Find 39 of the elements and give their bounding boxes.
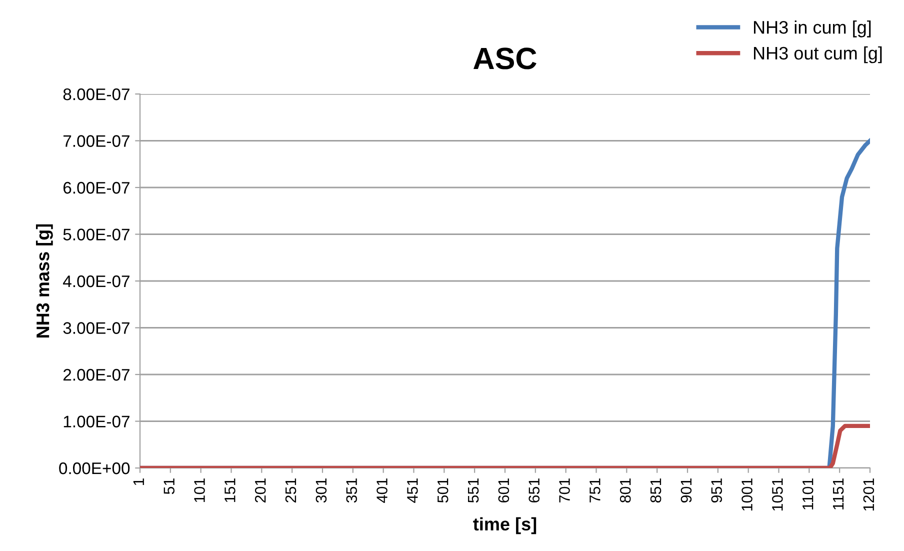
x-tick-label: 301 bbox=[316, 478, 327, 503]
x-tick-label: 1201 bbox=[863, 478, 874, 511]
x-tick-label: 351 bbox=[346, 478, 358, 503]
x-tick-label: 651 bbox=[528, 478, 540, 502]
x-tick-label: 1101 bbox=[802, 478, 814, 510]
x-tick-label: 1051 bbox=[772, 478, 783, 511]
y-tick-label: 1.00E-07 bbox=[64, 416, 130, 428]
y-tick-label: 8.00E-07 bbox=[63, 88, 130, 100]
x-tick-label: 251 bbox=[285, 478, 296, 502]
x-tick-label: 101 bbox=[194, 478, 205, 502]
y-tick-label: 0.00E+00 bbox=[59, 462, 130, 474]
x-tick-label: 951 bbox=[711, 478, 722, 502]
x-tick-label: 1 bbox=[133, 478, 144, 486]
x-tick-label: 151 bbox=[224, 478, 236, 502]
x-tick-label: 701 bbox=[559, 478, 570, 502]
chart-title: ASC bbox=[474, 48, 536, 70]
x-tick-label: 851 bbox=[650, 478, 662, 503]
x-tick-label: 451 bbox=[407, 478, 418, 503]
x-tick-label: 801 bbox=[620, 478, 631, 503]
x-tick-label: 201 bbox=[254, 478, 266, 502]
x-tick-label: 51 bbox=[164, 478, 175, 494]
y-tick-label: 6.00E-07 bbox=[63, 182, 130, 194]
y-tick-label: 2.00E-07 bbox=[63, 368, 130, 381]
y-tick-label: 5.00E-07 bbox=[63, 228, 130, 240]
x-tick-label: 551 bbox=[468, 478, 479, 503]
y-tick-label: 3.00E-07 bbox=[63, 322, 130, 334]
y-tick-label: 4.00E-07 bbox=[63, 275, 130, 288]
x-tick-label: 751 bbox=[590, 478, 600, 502]
x-tick-label: 1151 bbox=[833, 478, 844, 510]
legend-label: NH3 out cum [g] bbox=[754, 46, 882, 64]
x-tick-label: 1001 bbox=[742, 478, 752, 511]
x-axis-title: time [s] bbox=[473, 517, 536, 534]
x-tick-label: 401 bbox=[376, 478, 388, 503]
y-tick-label: 7.00E-07 bbox=[63, 135, 130, 147]
x-tick-label: 901 bbox=[680, 478, 692, 502]
x-tick-label: 501 bbox=[437, 478, 448, 503]
x-tick-label: 601 bbox=[498, 478, 510, 502]
y-axis-title: NH3 mass [g] bbox=[36, 224, 53, 338]
legend-label: NH3 in cum [g] bbox=[754, 20, 871, 38]
